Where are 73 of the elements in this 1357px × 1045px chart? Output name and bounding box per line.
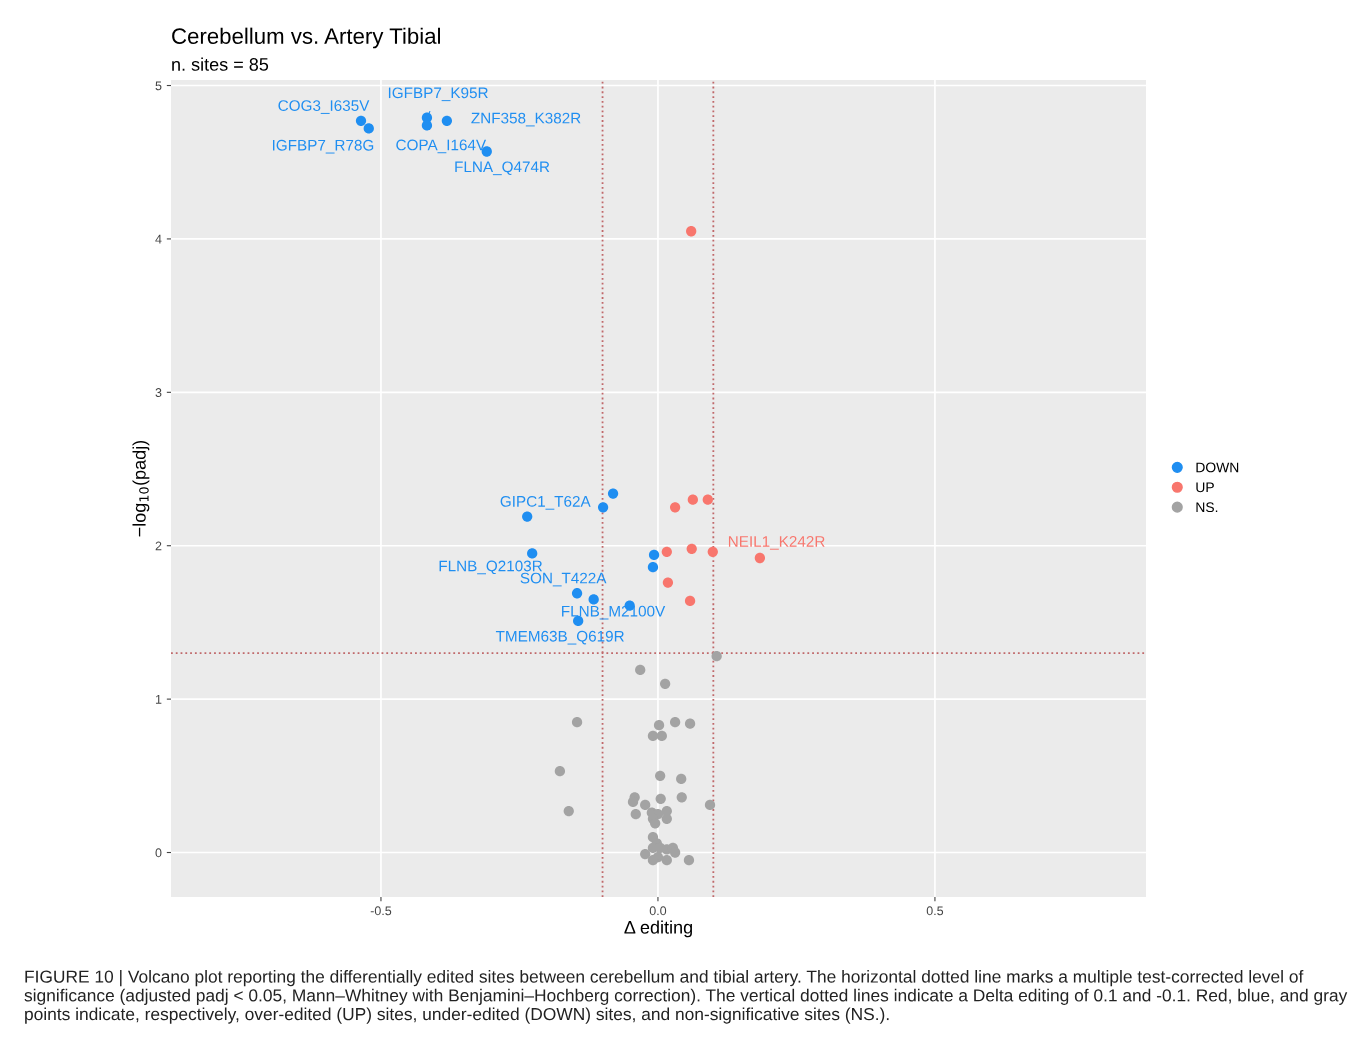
point	[648, 549, 660, 561]
point	[355, 115, 367, 126]
point	[421, 120, 433, 131]
annotation: NEIL1_K242R	[728, 535, 825, 550]
point	[527, 548, 538, 559]
annotation: IGFBP7_K95R	[388, 87, 488, 102]
point	[686, 543, 697, 554]
point	[653, 720, 665, 731]
point	[686, 226, 697, 237]
point	[655, 770, 666, 781]
annotation: TMEM63B_Q619R	[495, 630, 624, 645]
point	[684, 718, 696, 729]
point	[711, 651, 722, 662]
annotation: ZNF358_K382R	[471, 112, 581, 127]
point	[607, 488, 619, 499]
point	[522, 511, 533, 522]
legend-label: NS.	[1196, 502, 1218, 513]
point	[588, 594, 599, 605]
annotation: COPA_I164V	[396, 139, 487, 154]
point	[683, 855, 695, 866]
point	[661, 546, 672, 557]
point	[563, 805, 574, 817]
point	[676, 792, 687, 803]
y-axis-title: −log$_{10}$(padj)	[132, 440, 150, 537]
point	[571, 588, 583, 599]
point	[661, 855, 672, 866]
point	[656, 730, 667, 742]
chart-subtitle: n. sites = 85	[172, 57, 269, 71]
point	[635, 664, 646, 676]
point	[441, 115, 453, 126]
point	[597, 502, 609, 513]
point	[647, 562, 659, 573]
point	[647, 730, 659, 742]
point	[684, 595, 696, 607]
point	[702, 494, 713, 505]
y-tick-label: 2	[155, 541, 162, 551]
point	[630, 809, 641, 820]
point	[655, 793, 666, 804]
legend-label: DOWN	[1196, 462, 1239, 473]
point	[704, 799, 716, 811]
y-tick-label: 0	[155, 848, 162, 858]
y-tick-label: 4	[155, 234, 162, 244]
annotation: GIPC1_T62A	[500, 495, 591, 510]
point	[363, 123, 374, 134]
point	[650, 818, 661, 829]
x-tick-label: 0.5	[926, 906, 944, 916]
point	[640, 848, 651, 860]
annotation: FLNB_M2100V	[562, 605, 666, 620]
point	[687, 494, 698, 505]
point	[669, 716, 681, 728]
point	[669, 502, 681, 513]
annotation: IGFBP7_R78G	[272, 139, 374, 154]
chart-title: Cerebellum vs. Artery Tibial	[172, 27, 440, 49]
point	[660, 678, 671, 689]
point	[662, 577, 674, 588]
point	[754, 552, 766, 564]
point	[554, 766, 566, 777]
legend-label: UP	[1196, 482, 1214, 493]
point	[676, 773, 687, 785]
x-tick-label: -0.5	[370, 906, 392, 916]
point	[640, 799, 651, 811]
x-axis-title: Δ editing	[624, 920, 692, 938]
point	[707, 546, 718, 557]
y-tick-label: 1	[155, 695, 162, 704]
point	[669, 847, 681, 858]
annotation: COG3_I635V	[278, 100, 370, 114]
y-tick-label: 3	[155, 388, 162, 397]
x-tick-label: 0.0	[649, 906, 667, 916]
caption: FIGURE 10 | Volcano plot reporting the differentially edited sites between cerebellum and tibial artery. The horizontal dotted line marks a multiple test-corrected level of significance (adjusted padj < 0.05, Mann–Whitney with Benjamini–Hochberg correction). The vertical dotted lines indicate a Delta editing of 0.1 and -0.1. Red, blue, and gray points indicate, respectively, over-edited (UP) sites, under-edited (DOWN) sites, and non-significative sites (NS.).	[24, 970, 1348, 1024]
y-tick-label: 5	[155, 81, 162, 91]
point	[571, 716, 583, 728]
annotation: FLNA_Q474R	[455, 161, 550, 176]
point	[647, 855, 659, 866]
